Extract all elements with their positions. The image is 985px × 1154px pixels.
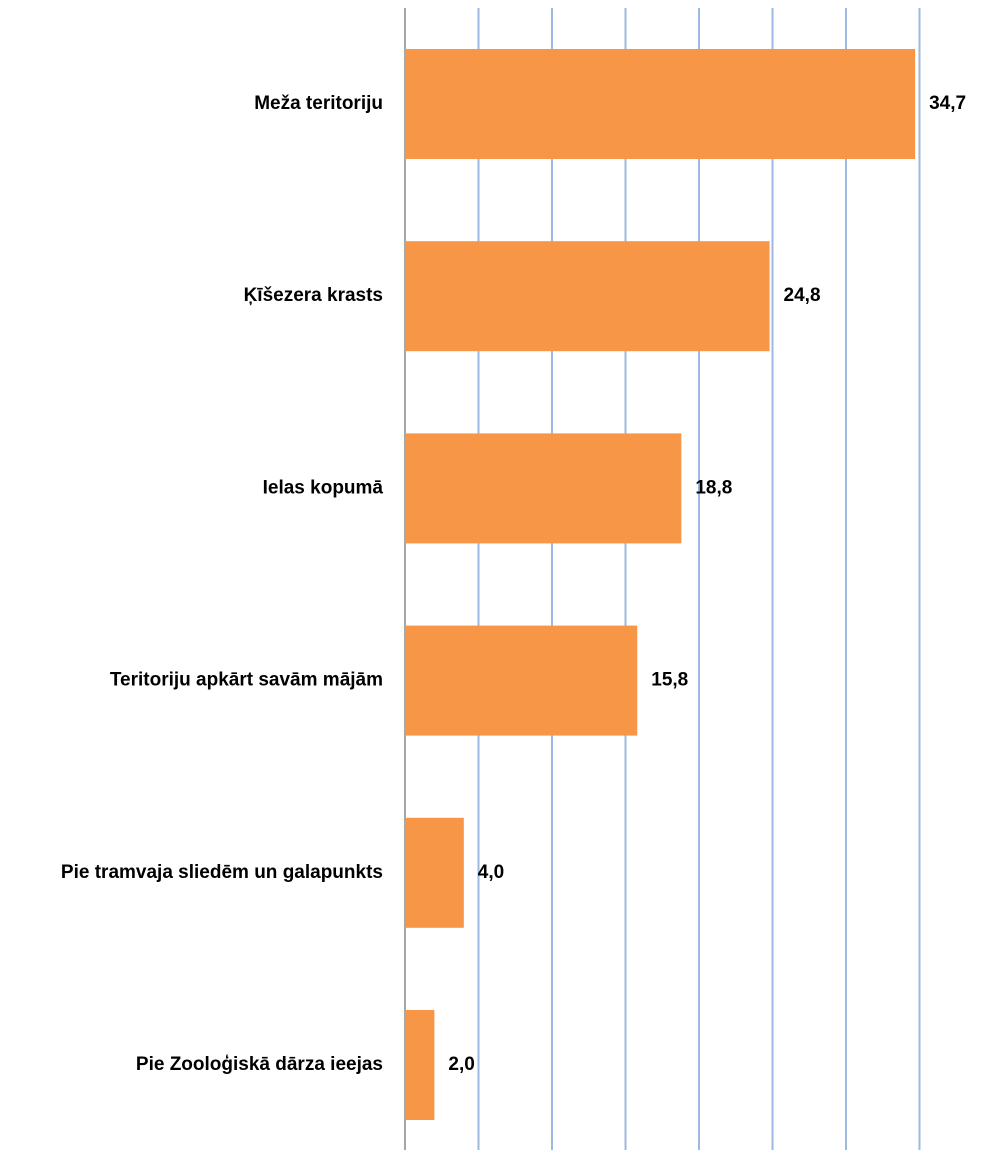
bar bbox=[405, 433, 682, 544]
value-labels: 34,7 24,8 18,8 15,8 4,0 2,0 bbox=[448, 93, 966, 1075]
value-label: 15,8 bbox=[651, 670, 688, 691]
bar bbox=[405, 625, 638, 736]
category-label: Meža teritoriju bbox=[254, 93, 383, 114]
bar bbox=[405, 817, 464, 928]
value-label: 2,0 bbox=[448, 1054, 474, 1075]
category-label: Ielas kopumā bbox=[263, 477, 384, 498]
value-label: 4,0 bbox=[478, 862, 504, 883]
category-label: Pie Zooloģiskā dārza ieejas bbox=[136, 1054, 383, 1075]
value-label: 18,8 bbox=[695, 477, 732, 498]
value-label: 24,8 bbox=[784, 285, 821, 306]
bars bbox=[405, 49, 916, 1120]
category-labels: Meža teritoriju Ķīšezera krasts Ielas kopu… bbox=[61, 93, 384, 1075]
bar bbox=[405, 49, 916, 159]
bar bbox=[405, 241, 770, 352]
category-label: Pie tramvaja sliedēm un galapunkts bbox=[61, 862, 383, 883]
category-label: Ķīšezera krasts bbox=[244, 285, 383, 306]
bar bbox=[405, 1010, 435, 1120]
value-label: 34,7 bbox=[929, 93, 966, 114]
category-label: Teritoriju apkārt savām mājām bbox=[110, 670, 383, 691]
gridlines bbox=[477, 8, 921, 1150]
